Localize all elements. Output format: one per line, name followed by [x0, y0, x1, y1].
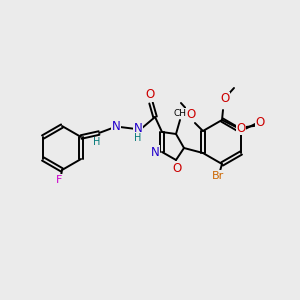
Text: O: O	[236, 122, 246, 134]
Text: CH₃: CH₃	[174, 109, 190, 118]
Text: O: O	[220, 92, 230, 106]
Text: O: O	[255, 116, 265, 130]
Text: O: O	[186, 107, 196, 121]
Text: H: H	[93, 137, 101, 147]
Text: H: H	[134, 133, 142, 143]
Text: N: N	[151, 146, 159, 158]
Text: O: O	[146, 88, 155, 101]
Text: Br: Br	[212, 171, 224, 181]
Text: F: F	[56, 175, 62, 185]
Text: O: O	[172, 161, 182, 175]
Text: N: N	[134, 122, 142, 136]
Text: N: N	[112, 119, 120, 133]
